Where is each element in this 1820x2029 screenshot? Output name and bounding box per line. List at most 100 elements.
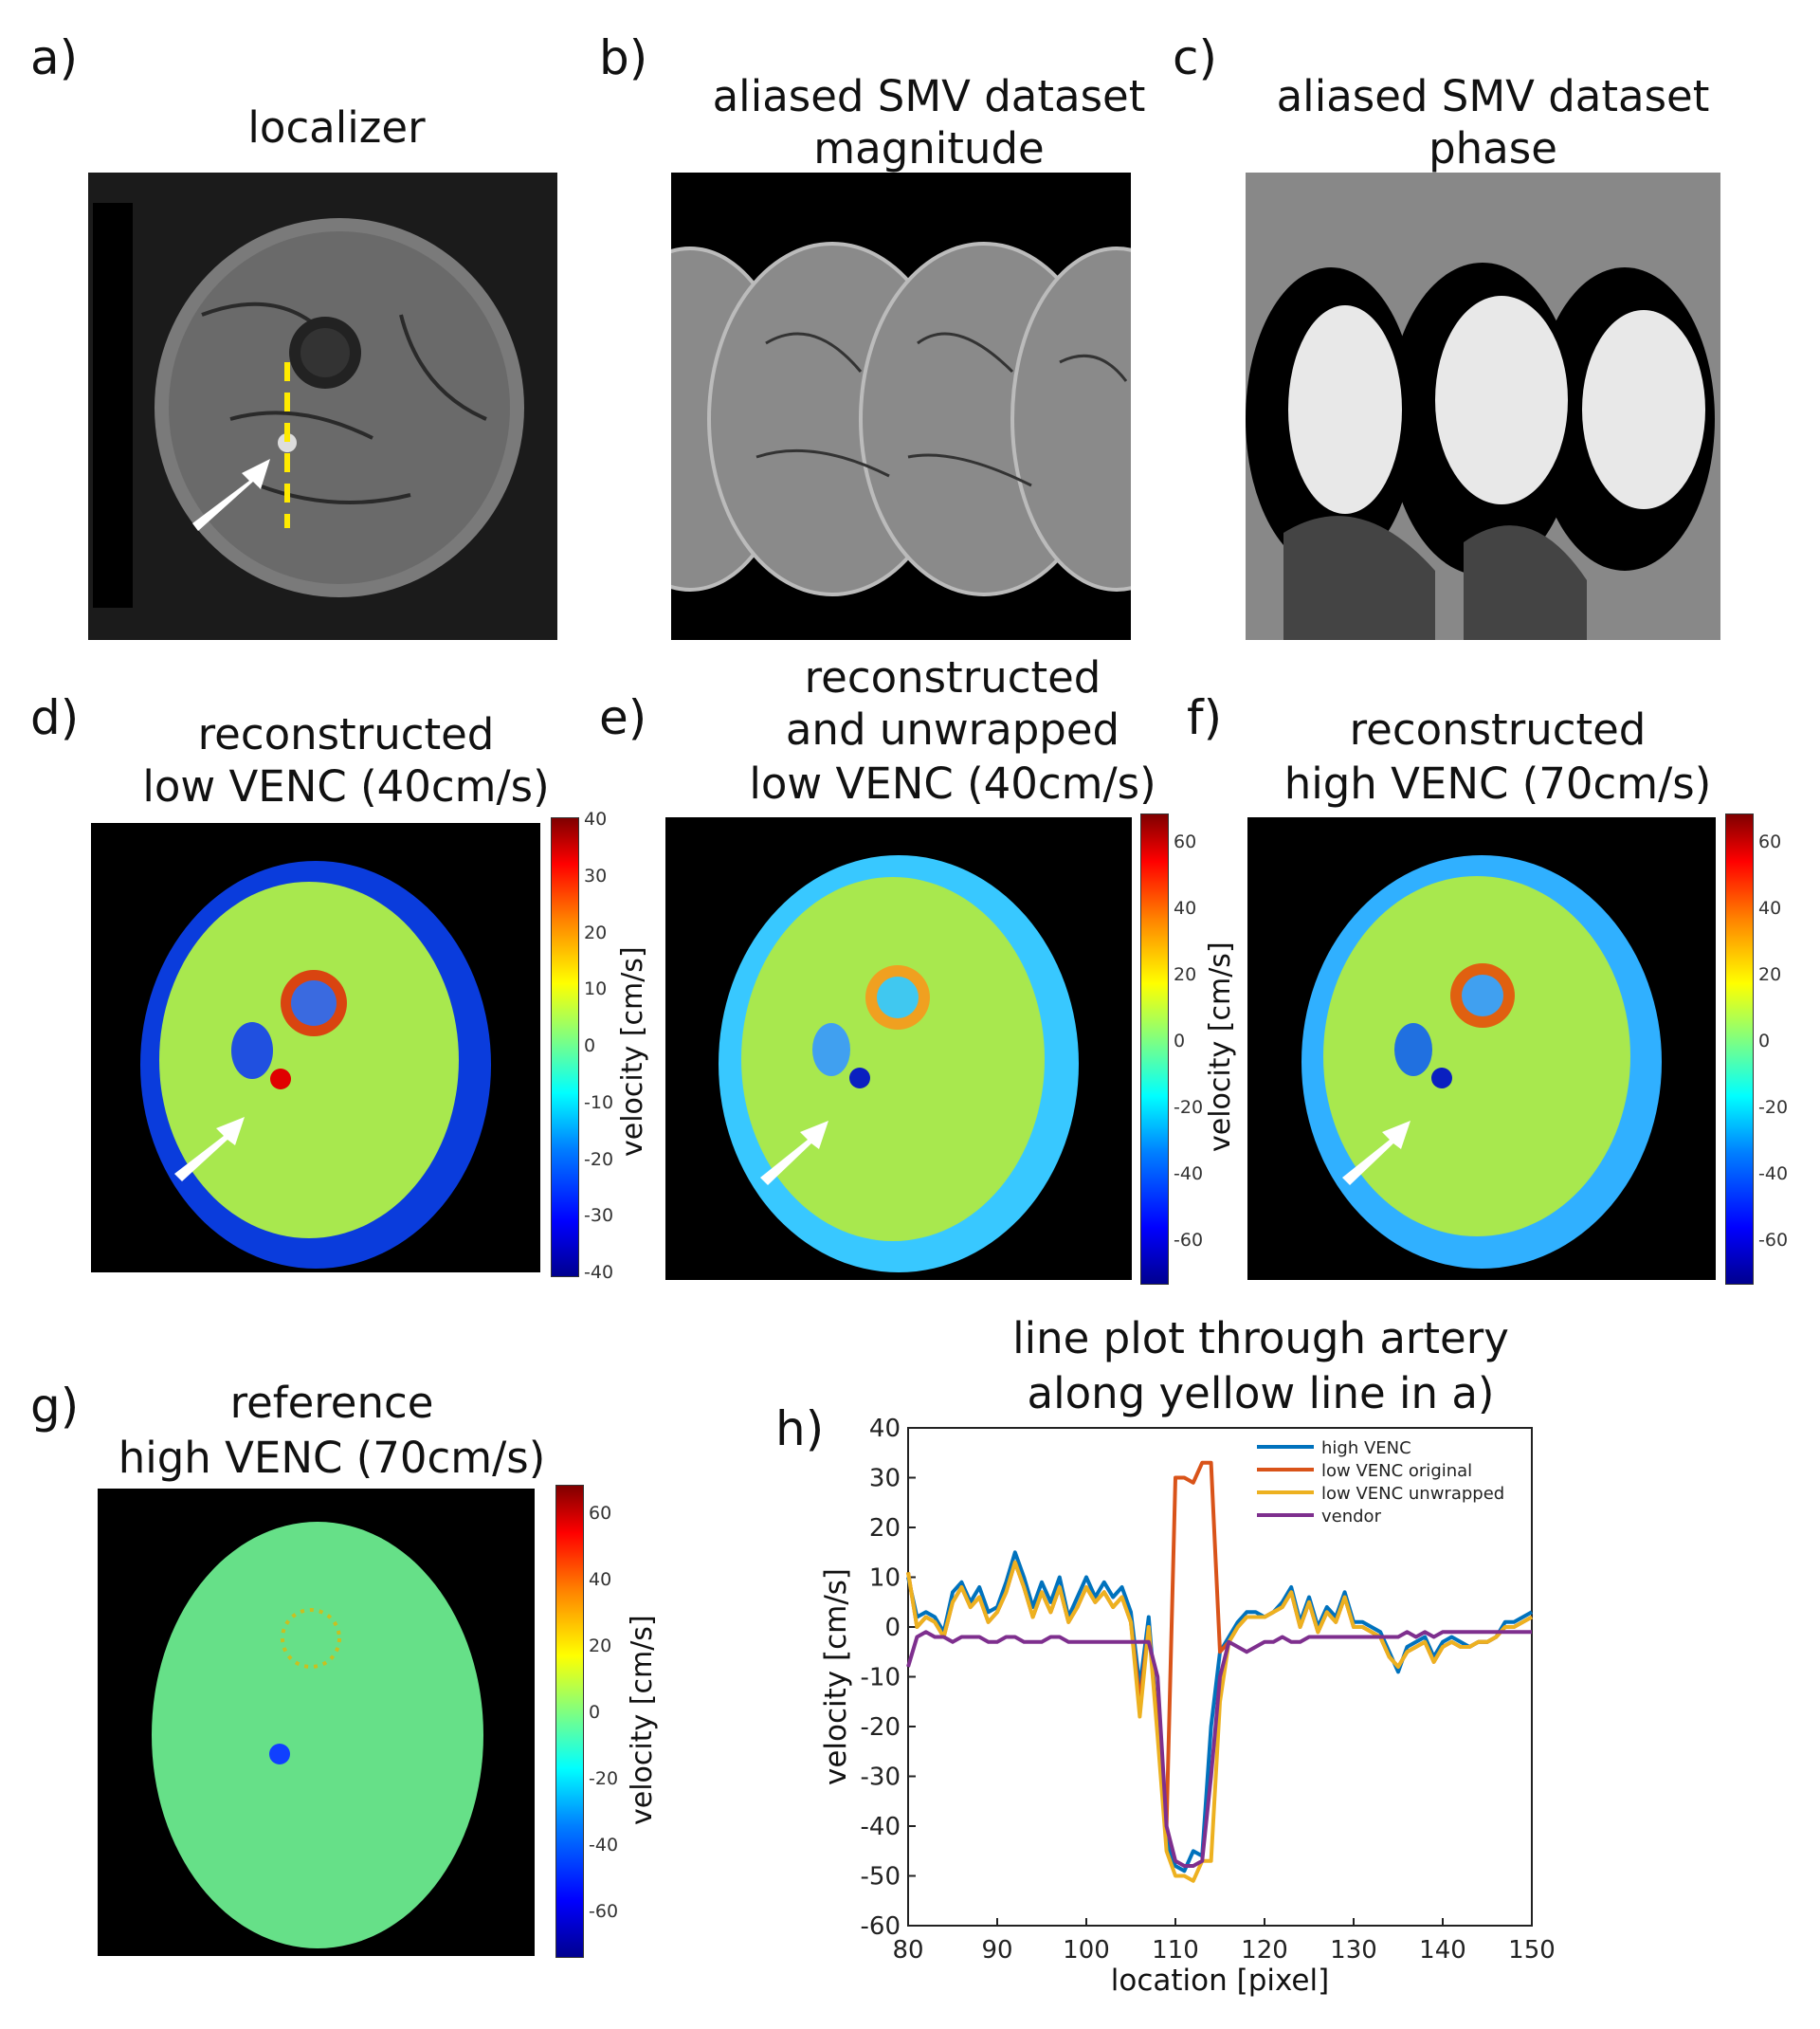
colorbar-e-tick: 40 (1174, 898, 1197, 919)
x-axis-label: location [pixel] (1111, 1964, 1329, 1998)
colorbar-f-tick: -20 (1758, 1097, 1789, 1118)
colorbar-g (555, 1485, 584, 1958)
x-tick-label: 80 (892, 1936, 923, 1965)
y-tick-label: -30 (861, 1764, 901, 1792)
colorbar-e-tick: -60 (1174, 1230, 1204, 1251)
colorbar-d-tick: 40 (584, 809, 608, 830)
reference-image (98, 1489, 535, 1956)
x-tick-label: 130 (1330, 1936, 1377, 1965)
panel-d-title-1: reconstructed (197, 709, 495, 759)
colorbar-d (551, 817, 579, 1277)
colorbar-g-tick: -40 (589, 1835, 619, 1855)
colorbar-d-tick: 10 (584, 978, 608, 1000)
colorbar-e (1140, 813, 1169, 1285)
colorbar-g-tick: -60 (589, 1901, 619, 1922)
unwrapped-drawing (719, 855, 1079, 1272)
y-tick-label: -60 (861, 1912, 901, 1941)
panel-g-label: g) (30, 1379, 80, 1434)
panel-b-label: b) (599, 30, 648, 85)
high-venc-drawing (1301, 855, 1662, 1269)
series-line-vendor (906, 1630, 1532, 1868)
panel-e-label: e) (599, 690, 647, 745)
panel-d-label: d) (30, 690, 80, 745)
phase-image (1246, 173, 1720, 640)
panel-f-title-1: reconstructed (1349, 704, 1647, 755)
colorbar-e-tick: 0 (1174, 1031, 1186, 1051)
y-tick-label: 0 (884, 1614, 901, 1642)
legend-entry: high VENC (1321, 1438, 1411, 1458)
x-tick-label: 120 (1241, 1936, 1288, 1965)
panel-a-label: a) (30, 30, 79, 85)
x-tick-label: 100 (1063, 1936, 1110, 1965)
phase-drawing (1246, 173, 1720, 640)
colorbar-g-tick: 40 (589, 1569, 612, 1590)
panel-h-title-2: along yellow line in a) (1027, 1368, 1495, 1418)
panel-e-title-3: low VENC (40cm/s) (749, 759, 1156, 809)
legend-entry: vendor (1321, 1507, 1382, 1526)
panel-e-title-2: and unwrapped (785, 704, 1120, 755)
colorbar-d-tick: -40 (584, 1262, 614, 1283)
colorbar-g-tick: 0 (589, 1702, 601, 1723)
legend-entry: low VENC unwrapped (1321, 1484, 1504, 1504)
colorbar-d-tick: 20 (584, 922, 608, 943)
y-axis-label: velocity [cm/s] (819, 1568, 853, 1785)
localizer-image (88, 173, 557, 640)
y-tick-label: -50 (861, 1863, 901, 1892)
y-tick-label: 10 (869, 1564, 901, 1593)
panel-c-title-2: phase (1429, 123, 1557, 174)
colorbar-e-tick: 60 (1174, 832, 1197, 852)
colorbar-e-tick: -20 (1174, 1097, 1204, 1118)
panel-a-title: localizer (247, 102, 426, 153)
colorbar-g-tick: 60 (589, 1503, 612, 1524)
line-chart: 80 90 100 110 120 130 140 150403020100-10-20-30… (819, 1415, 1556, 1998)
colorbar-f-tick: -60 (1758, 1230, 1789, 1251)
panel-h-title-1: line plot through artery (1012, 1313, 1509, 1363)
colorbar-f-tick: -40 (1758, 1163, 1789, 1184)
y-tick-label: 30 (869, 1465, 901, 1493)
panel-c-title-1: aliased SMV dataset (1276, 71, 1710, 121)
low-venc-drawing (140, 861, 491, 1269)
low-venc-image (91, 823, 540, 1272)
colorbar-f-tick: 40 (1758, 898, 1782, 919)
y-tick-label: -20 (861, 1713, 901, 1742)
panel-d-title-2: low VENC (40cm/s) (142, 761, 550, 812)
colorbar-f (1725, 813, 1754, 1285)
colorbar-d-label: velocity [cm/s] (616, 946, 649, 1157)
y-tick-label: 40 (869, 1415, 901, 1443)
colorbar-f-tick: 60 (1758, 832, 1782, 852)
high-venc-image (1247, 817, 1716, 1280)
colorbar-f-label: velocity [cm/s] (1204, 941, 1237, 1152)
colorbar-e-tick: 20 (1174, 964, 1197, 985)
colorbar-g-label: velocity [cm/s] (626, 1615, 659, 1825)
colorbar-g-tick: 20 (589, 1636, 612, 1656)
panel-h-label: h) (775, 1401, 825, 1456)
colorbar-d-tick: 30 (584, 865, 608, 887)
panel-b-title-2: magnitude (813, 123, 1045, 174)
x-tick-label: 90 (981, 1936, 1012, 1965)
colorbar-g-tick: -20 (589, 1768, 619, 1789)
magnitude-drawing (671, 242, 1131, 596)
localizer-drawing (93, 203, 524, 608)
panel-f-title-2: high VENC (70cm/s) (1283, 759, 1712, 809)
x-tick-label: 110 (1152, 1936, 1199, 1965)
x-tick-label: 140 (1419, 1936, 1466, 1965)
colorbar-d-tick: 0 (584, 1035, 596, 1056)
series-line-low-venc-unwrapped (906, 1560, 1533, 1883)
colorbar-d-tick: -20 (584, 1148, 614, 1170)
reference-drawing (152, 1522, 483, 1948)
panel-g-title-1: reference (229, 1378, 434, 1428)
y-tick-label: 20 (869, 1514, 901, 1543)
magnitude-image (671, 173, 1131, 640)
panel-g-title-2: high VENC (70cm/s) (118, 1433, 546, 1483)
colorbar-d-tick: -10 (584, 1091, 614, 1113)
unwrapped-image (665, 817, 1132, 1280)
legend-entry: low VENC original (1321, 1461, 1472, 1481)
y-tick-label: -10 (861, 1664, 901, 1692)
panel-c-label: c) (1173, 30, 1217, 85)
colorbar-e-tick: -40 (1174, 1163, 1204, 1184)
y-tick-label: -40 (861, 1813, 901, 1841)
panel-e-title-1: reconstructed (804, 652, 1101, 703)
colorbar-d-tick: -30 (584, 1205, 614, 1227)
colorbar-f-tick: 20 (1758, 964, 1782, 985)
x-tick-label: 150 (1508, 1936, 1556, 1965)
